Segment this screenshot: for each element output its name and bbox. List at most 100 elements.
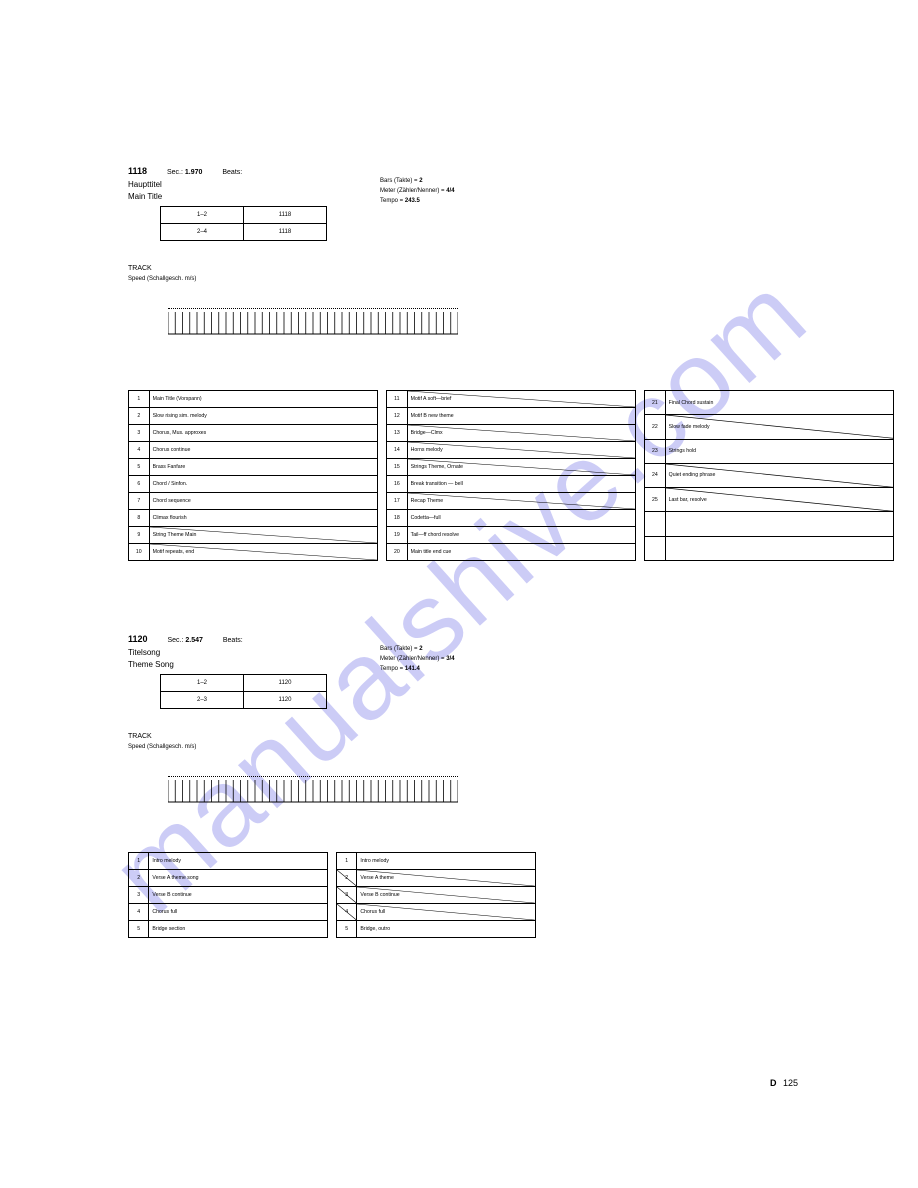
cell-desc: Brass Fanfare (149, 459, 377, 476)
bars-label: Bars (Takte) = (380, 646, 419, 652)
section2-table-1: 1Intro melody2Verse A theme song3Verse B… (128, 852, 328, 938)
table-row: 6Chord / Sinfon. (129, 476, 378, 493)
cell-num: 19 (387, 527, 408, 544)
section2-tempo: Tempo = 141.4 (380, 666, 420, 674)
cell-num: 4 (129, 904, 149, 921)
table-row: 15Strings Theme, Ornate (387, 459, 636, 476)
table-row: 1Main Title (Vorspann) (129, 391, 378, 408)
table-row: 2–4 1118 (161, 224, 327, 241)
table-row: 2Verse A theme (337, 870, 536, 887)
footer-value: 125 (783, 1078, 798, 1088)
cell: 1120 (244, 675, 327, 692)
cell-desc: String Theme Main (149, 527, 377, 544)
cell-desc: Recap Theme (407, 493, 635, 510)
cell-desc: Verse B continue (149, 887, 328, 904)
table-row: 22Slow fade melody (645, 415, 894, 439)
table-row: 4Chorus full (129, 904, 328, 921)
cell-num: 14 (387, 442, 408, 459)
cell-num: 5 (337, 921, 357, 938)
section2-table-2: 1Intro melody2Verse A theme3Verse B cont… (336, 852, 536, 938)
cell-desc: Motif repeats, end (149, 544, 377, 561)
cell-desc: Slow rising sim. melody (149, 408, 377, 425)
cell-desc: Intro melody (357, 853, 536, 870)
table-row: 25Last bar, resolve (645, 488, 894, 512)
section1-bars: Bars (Takte) = 2 (380, 178, 423, 186)
cell-num: 25 (645, 488, 666, 512)
table-row: 21Final Chord sustain (645, 391, 894, 415)
table-row: 13Bridge—Clmx (387, 425, 636, 442)
cell-desc: Strings Theme, Ornate (407, 459, 635, 476)
cell-num: 17 (387, 493, 408, 510)
cell-num: 6 (129, 476, 150, 493)
section1-label-beats: Beats: (222, 169, 242, 176)
section2: 1120 Sec.: 2.547 Beats: (128, 634, 243, 646)
table-row: 3Chorus, Mus. approxes (129, 425, 378, 442)
table-row: 2Slow rising sim. melody (129, 408, 378, 425)
section1-title-right: Main Title (128, 192, 162, 202)
ruler-ticks (168, 300, 458, 336)
cell-desc: Bridge—Clmx (407, 425, 635, 442)
cell: 1118 (244, 224, 327, 241)
table-row: 16Break transition — bell (387, 476, 636, 493)
table-row: 3Verse B continue (337, 887, 536, 904)
cell-desc: Chorus full (357, 904, 536, 921)
section2-label-beats: Beats: (223, 637, 243, 644)
section1-seconds: 1.970 (185, 169, 203, 176)
table-row: 17Recap Theme (387, 493, 636, 510)
page: manualshive.com 1118 Sec.: 1.970 Beats: … (0, 0, 918, 1188)
cell-num: 15 (387, 459, 408, 476)
cell-num: 5 (129, 921, 149, 938)
tempo-value: 141.4 (405, 666, 420, 672)
section2-small-table: 1–2 1120 2–3 1120 (160, 674, 327, 709)
section2-speed-label: Speed (Schallgesch. m/s) (128, 744, 196, 752)
section1-speed-label: Speed (Schallgesch. m/s) (128, 276, 196, 284)
cell-desc: Last bar, resolve (665, 488, 893, 512)
cell-desc: Motif A soft—brief (407, 391, 635, 408)
table-row: 14Horns melody (387, 442, 636, 459)
section1: 1118 Sec.: 1.970 Beats: (128, 166, 242, 178)
ruler-ticks (168, 768, 458, 804)
footer-label: D (770, 1078, 777, 1088)
bars-label: Bars (Takte) = (380, 178, 419, 184)
table-row: 23Strings hold (645, 439, 894, 463)
footer: D 125 (770, 1078, 798, 1088)
table-row: 12Motif B new theme (387, 408, 636, 425)
section2-label-sec: Sec.: (167, 637, 183, 644)
cell-desc: Intro melody (149, 853, 328, 870)
cell-desc: Main title end cue (407, 544, 635, 561)
cell: 2–3 (161, 692, 244, 709)
section1-small-table: 1–2 1118 2–4 1118 (160, 206, 327, 241)
section1-meter: Meter (Zähler/Nenner) = 4/4 (380, 188, 455, 196)
cell-desc: Tail—ff chord resolve (407, 527, 635, 544)
section2-seconds: 2.547 (185, 637, 203, 644)
section2-track-label: TRACK (128, 732, 152, 741)
cell-desc: Strings hold (665, 439, 893, 463)
table-row: 7Chord sequence (129, 493, 378, 510)
section2-tables: 1Intro melody2Verse A theme song3Verse B… (128, 852, 536, 938)
cell: 1–2 (161, 675, 244, 692)
table-row (645, 512, 894, 536)
ruler-dotted (168, 308, 458, 309)
section2-header: 1120 (128, 634, 148, 644)
cell-num: 3 (129, 887, 149, 904)
cell-num: 22 (645, 415, 666, 439)
section1-table-2: 11Motif A soft—brief12Motif B new theme1… (386, 390, 636, 561)
cell-num: 12 (387, 408, 408, 425)
cell-desc: Bridge, outro (357, 921, 536, 938)
cell-desc: Chord sequence (149, 493, 377, 510)
cell-desc: Climax flourish (149, 510, 377, 527)
cell-num: 2 (129, 408, 150, 425)
cell-num: 23 (645, 439, 666, 463)
cell-num: 24 (645, 463, 666, 487)
bars-value: 2 (419, 646, 422, 652)
section2-title-right: Theme Song (128, 660, 174, 670)
ruler-dotted (168, 776, 458, 777)
meter-value: 4/4 (446, 188, 454, 194)
cell-desc: Verse B continue (357, 887, 536, 904)
cell-desc: Main Title (Vorspann) (149, 391, 377, 408)
section1-tempo: Tempo = 243.5 (380, 198, 420, 206)
cell-num: 13 (387, 425, 408, 442)
section1-ruler (168, 300, 458, 338)
cell-desc: Final Chord sustain (665, 391, 893, 415)
cell-num: 2 (337, 870, 357, 887)
